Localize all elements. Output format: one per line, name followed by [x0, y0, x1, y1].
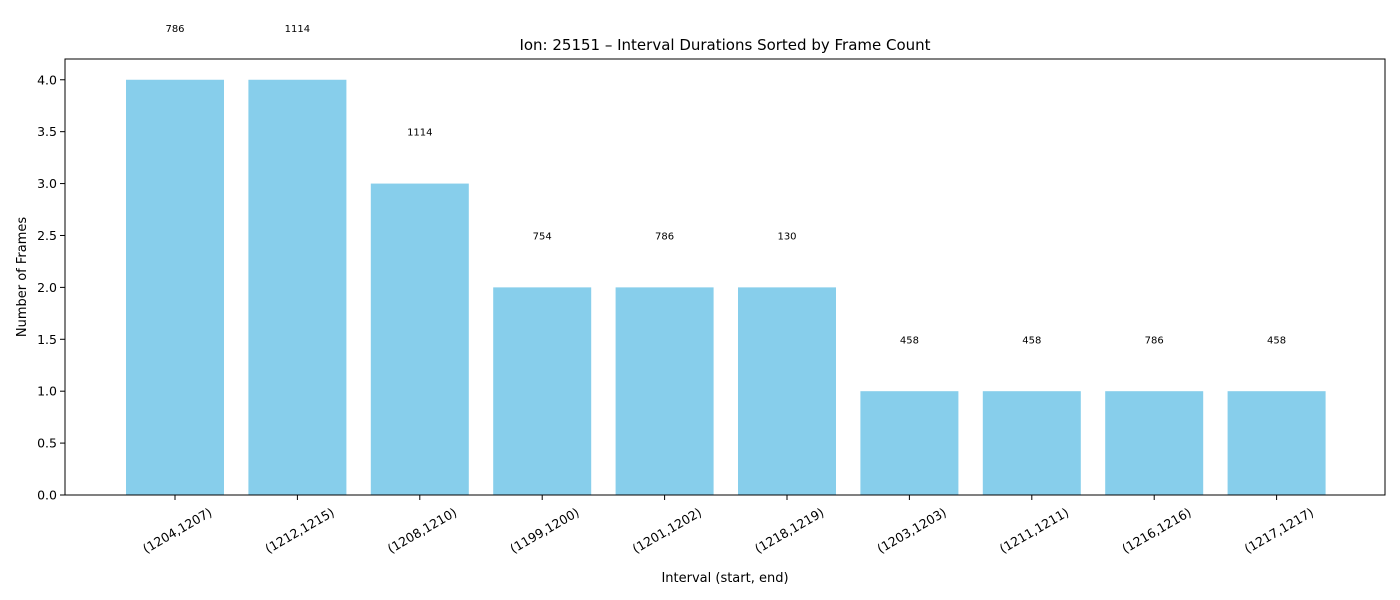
y-tick-label: 1.5 — [37, 332, 57, 347]
bar — [615, 287, 714, 495]
bar — [1105, 391, 1204, 495]
y-tick-label: 3.0 — [37, 176, 57, 191]
x-tick-label: (1208,1210) — [385, 505, 459, 557]
y-tick-label: 1.0 — [37, 384, 57, 399]
bar-data-label: 754 — [533, 231, 552, 242]
bar — [370, 183, 469, 496]
bar — [1227, 391, 1326, 495]
x-axis: (1204,1207) (1212,1215) (1208,1210) (1199,1… — [140, 495, 1316, 556]
bar-data-label: 130 — [777, 231, 796, 242]
chart-title: Ion: 25151 – Interval Durations Sorted b… — [519, 36, 930, 54]
x-tick-label: (1201,1202) — [630, 505, 704, 557]
bar-labels-group: 786 1114 1114 754 786 130 458 458 786 458 — [165, 24, 1286, 346]
bar — [860, 391, 959, 495]
x-tick-label: (1216,1216) — [1119, 505, 1193, 557]
bar-data-label: 1114 — [285, 24, 310, 35]
x-axis-label: Interval (start, end) — [661, 571, 788, 586]
x-tick-label: (1218,1219) — [752, 505, 826, 557]
bar — [738, 287, 836, 495]
x-tick-label: (1211,1211) — [997, 505, 1071, 557]
bar-data-label: 458 — [1267, 335, 1286, 346]
y-tick-label: 3.5 — [37, 124, 57, 139]
y-tick-label: 2.5 — [37, 228, 57, 243]
bar-data-label: 786 — [655, 231, 674, 242]
x-tick-label: (1212,1215) — [262, 505, 336, 557]
bar — [493, 287, 592, 495]
y-tick-label: 4.0 — [37, 72, 57, 87]
bar-data-label: 458 — [900, 335, 919, 346]
y-axis: 0.0 0.5 1.0 1.5 2.0 2.5 3.0 3.5 4.0 — [37, 72, 65, 503]
x-tick-label: (1199,1200) — [507, 505, 581, 557]
bar-data-label: 1114 — [407, 128, 432, 139]
x-tick-label: (1203,1203) — [874, 505, 948, 557]
y-tick-label: 0.5 — [37, 436, 57, 451]
bar — [982, 391, 1081, 495]
y-tick-label: 0.0 — [37, 488, 57, 503]
y-axis-label: Number of Frames — [15, 217, 30, 338]
bar — [126, 79, 224, 495]
bar-data-label: 786 — [165, 24, 184, 35]
bar-data-label: 786 — [1145, 335, 1164, 346]
bar — [248, 79, 347, 495]
plot-frame — [64, 58, 1386, 496]
x-tick-label: (1204,1207) — [140, 505, 214, 557]
x-tick-label: (1217,1217) — [1242, 505, 1316, 557]
bars-group — [126, 79, 1326, 496]
bar-data-label: 458 — [1022, 335, 1041, 346]
y-tick-label: 2.0 — [37, 280, 57, 295]
